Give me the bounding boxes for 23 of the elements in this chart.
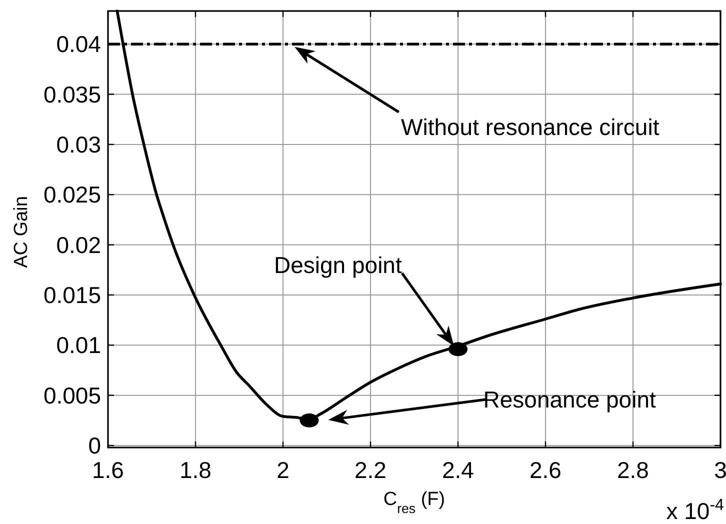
y-tick-label: 0.025 xyxy=(43,182,101,208)
y-tick-label: 0.015 xyxy=(43,282,101,308)
x-tick-label: 2.2 xyxy=(354,457,386,483)
y-tick-label: 0 xyxy=(88,432,101,458)
x-tick-label: 2 xyxy=(276,457,290,483)
text: x 10$^{-4}$ xyxy=(666,496,724,524)
x-tick-label: 1.8 xyxy=(180,457,212,483)
x-tick-label: 3 xyxy=(714,457,726,483)
y-tick-label: 0.01 xyxy=(56,332,101,358)
annotation: Resonance point xyxy=(483,386,656,412)
annotation: Design point xyxy=(274,252,402,278)
x-tick-label: 1.6 xyxy=(92,457,124,483)
x-axis-title: C$_{res}$ (F) xyxy=(383,489,446,516)
x-tick-label: 2.4 xyxy=(442,457,474,483)
y-tick-label: 0.005 xyxy=(43,382,101,408)
y-tick-label: 0.03 xyxy=(56,131,101,158)
y-tick-label: 0.02 xyxy=(56,232,101,258)
x-tick-label: 2.8 xyxy=(617,457,649,483)
y-tick-label: 0.035 xyxy=(43,81,101,108)
y-axis-title: AC Gain xyxy=(10,196,32,268)
y-tick-label: 0.04 xyxy=(56,31,102,58)
ref-line-label: Without resonance circuit xyxy=(401,114,660,140)
x-tick-label: 2.6 xyxy=(530,457,562,483)
